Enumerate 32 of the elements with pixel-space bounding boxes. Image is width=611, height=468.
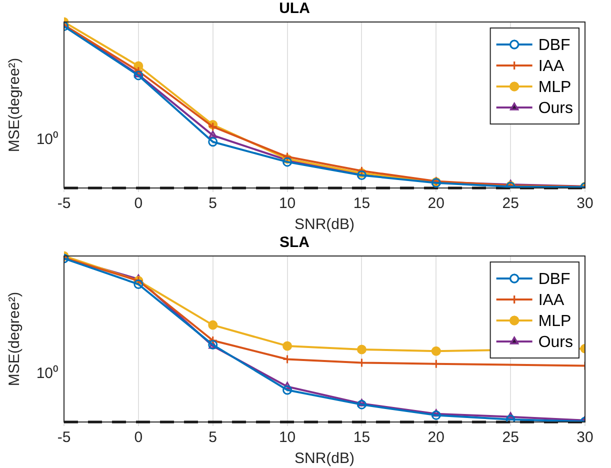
legend-label: IAA — [538, 292, 564, 309]
chart-title: SLA — [280, 234, 310, 252]
y-axis-title: MSE(degree²) — [6, 58, 24, 152]
legend-label: IAA — [538, 58, 564, 75]
x-tick-label: -5 — [57, 195, 71, 212]
x-tick-label: 15 — [353, 195, 370, 212]
x-tick-label: 0 — [134, 429, 143, 446]
text: 10⁰ — [36, 131, 58, 148]
y-axis-title: MSE(degree²) — [6, 292, 24, 386]
x-tick-label: 30 — [576, 429, 594, 446]
legend-label: Ours — [538, 334, 573, 351]
x-axis-title: SNR(dB) — [294, 216, 355, 234]
x-axis-title: SNR(dB) — [294, 450, 355, 468]
legend-label: DBF — [538, 36, 571, 54]
x-tick-label: 20 — [428, 195, 444, 212]
x-tick-label: 10 — [278, 195, 296, 212]
legend-label: MLP — [538, 312, 572, 330]
text: 10⁰ — [36, 365, 58, 382]
x-tick-label: 15 — [353, 429, 370, 446]
x-tick-label: 25 — [502, 429, 519, 446]
legend-label: Ours — [538, 100, 573, 117]
x-tick-label: 30 — [576, 195, 594, 212]
legend-label: MLP — [538, 78, 572, 96]
x-tick-label: 20 — [428, 429, 444, 446]
x-tick-label: 0 — [134, 195, 143, 212]
x-tick-label: 10 — [278, 429, 296, 446]
chart-title: ULA — [279, 0, 310, 18]
legend-label: DBF — [538, 270, 571, 288]
x-tick-label: 5 — [208, 195, 218, 212]
x-tick-label: 25 — [502, 195, 519, 212]
x-tick-label: -5 — [57, 429, 71, 446]
x-tick-label: 5 — [208, 429, 218, 446]
